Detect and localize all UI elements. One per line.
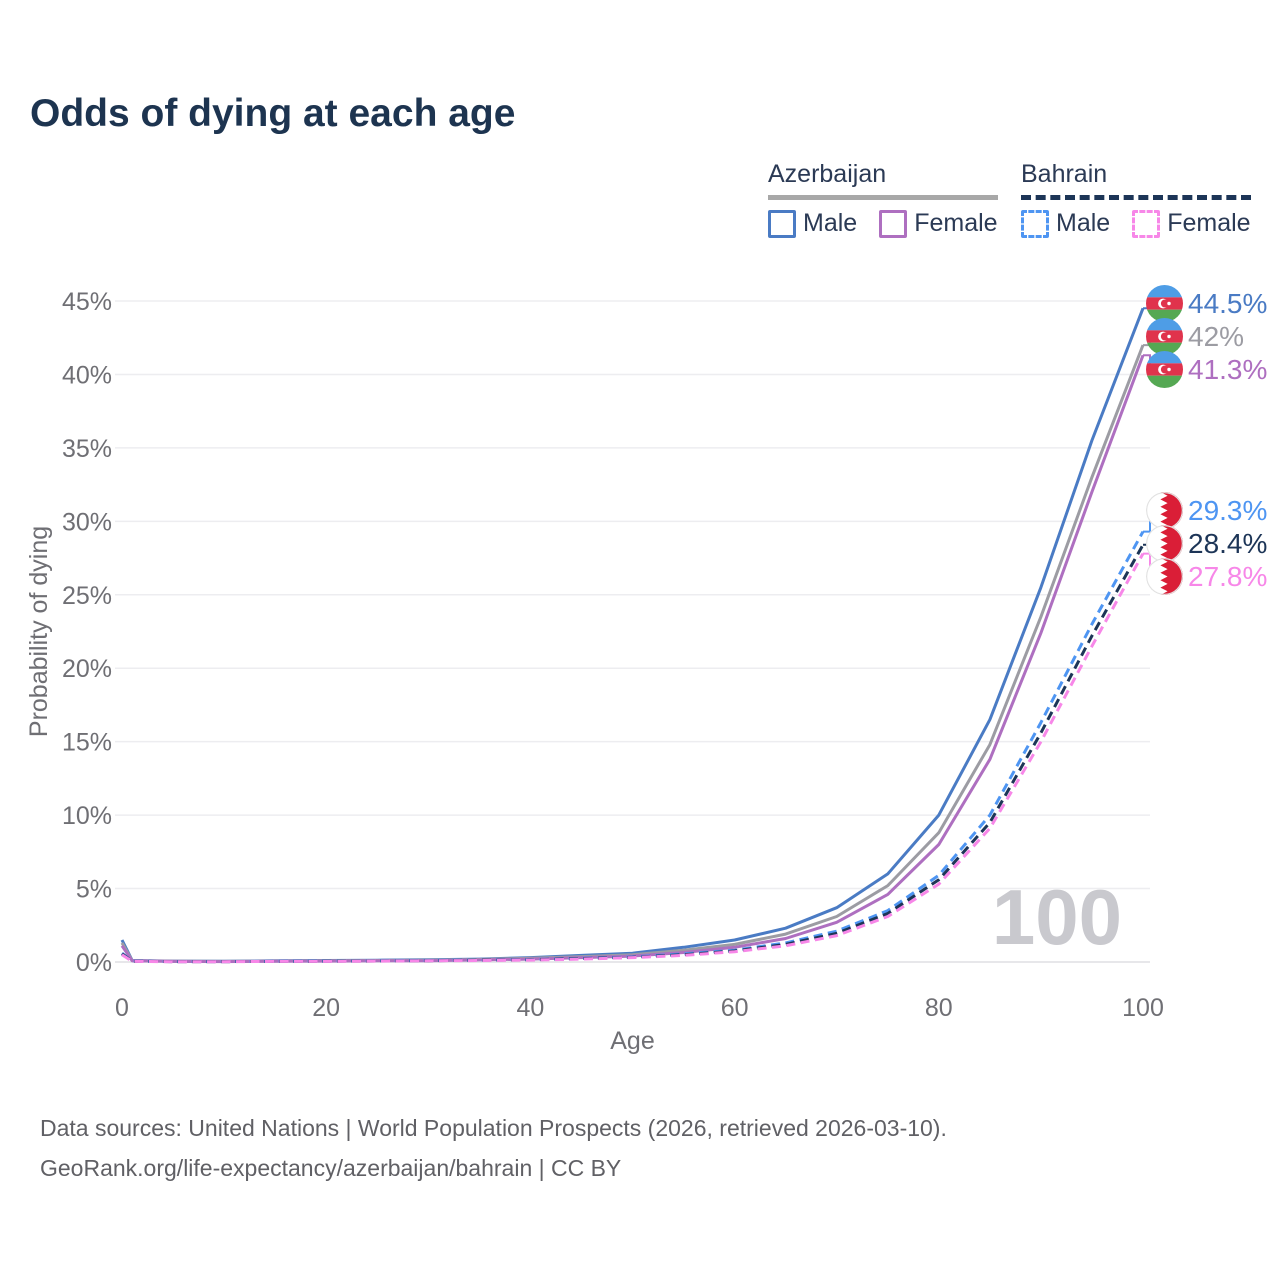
x-tick-80: 80 [925, 994, 953, 1022]
series-line-bahrain-male[interactable] [121, 530, 1145, 964]
legend-label-bahrain-female: Female [1167, 209, 1251, 237]
end-connector-azerbaijan-female [1143, 354, 1157, 371]
azerbaijan-female-swatch-icon [879, 209, 908, 238]
y-tick-5: 5% [76, 876, 112, 904]
age-watermark: 100 [992, 873, 1122, 961]
legend-label-azerbaijan-male: Male [803, 209, 858, 237]
series-line-bahrain-female[interactable] [121, 552, 1145, 964]
y-tick-20: 20% [62, 655, 112, 683]
series-line-azerbaijan-female[interactable] [120, 354, 1145, 964]
source-url-line: GeoRank.org/life-expectancy/azerbaijan/b… [40, 1155, 622, 1181]
data-sources-line: Data sources: United Nations | World Pop… [40, 1115, 947, 1141]
legend-country-bahrain: Bahrain [1021, 160, 1108, 188]
end-connector-bahrain-female [1143, 552, 1157, 578]
x-tick-20: 20 [312, 994, 340, 1022]
legend-group-bahrain: Bahrain Male Female [1021, 160, 1251, 238]
footer-attribution: Data sources: United Nations | World Pop… [40, 1108, 947, 1188]
page-title: Odds of dying at each age [30, 92, 516, 135]
y-tick-40: 40% [62, 361, 112, 389]
legend-item-azerbaijan-female[interactable]: Female [879, 209, 998, 238]
legend-item-bahrain-female[interactable]: Female [1132, 209, 1251, 238]
y-tick-25: 25% [62, 582, 112, 610]
y-tick-0: 0% [76, 949, 112, 977]
legend-item-azerbaijan-male[interactable]: Male [768, 209, 857, 238]
x-axis-label: Age [610, 1027, 654, 1055]
end-connector-azerbaijan-both-sexes [1143, 335, 1157, 347]
legend-label-azerbaijan-female: Female [914, 209, 998, 237]
legend-label-bahrain-male: Male [1056, 209, 1111, 237]
end-connector-azerbaijan-male [1143, 302, 1157, 310]
legend-row-azerbaijan: Male Female [768, 209, 998, 238]
legend-underline-bahrain [1021, 195, 1251, 200]
bahrain-female-swatch-icon [1132, 209, 1161, 238]
y-tick-30: 30% [62, 508, 112, 536]
azerbaijan-male-swatch-icon [768, 209, 796, 238]
bahrain-male-swatch-icon [1021, 209, 1049, 238]
x-tick-100: 100 [1122, 994, 1164, 1022]
series-line-azerbaijan-both-sexes[interactable] [120, 344, 1145, 963]
series-line-bahrain-both-sexes[interactable] [121, 544, 1145, 964]
legend-underline-azerbaijan [768, 195, 998, 200]
x-tick-60: 60 [721, 994, 749, 1022]
legend-country-azerbaijan: Azerbaijan [768, 160, 887, 188]
x-tick-40: 40 [516, 994, 544, 1022]
legend-group-azerbaijan: Azerbaijan Male Female [768, 160, 998, 238]
y-tick-45: 45% [62, 288, 112, 316]
y-tick-15: 15% [62, 729, 112, 757]
y-axis-label: Probability of dying [25, 526, 53, 737]
y-tick-35: 35% [62, 435, 112, 463]
legend-item-bahrain-male[interactable]: Male [1021, 209, 1110, 238]
y-tick-10: 10% [62, 802, 112, 830]
end-connector-bahrain-both-sexes [1143, 542, 1157, 546]
series-line-azerbaijan-male[interactable] [120, 307, 1145, 963]
legend-row-bahrain: Male Female [1021, 209, 1251, 238]
x-tick-0: 0 [115, 994, 129, 1022]
